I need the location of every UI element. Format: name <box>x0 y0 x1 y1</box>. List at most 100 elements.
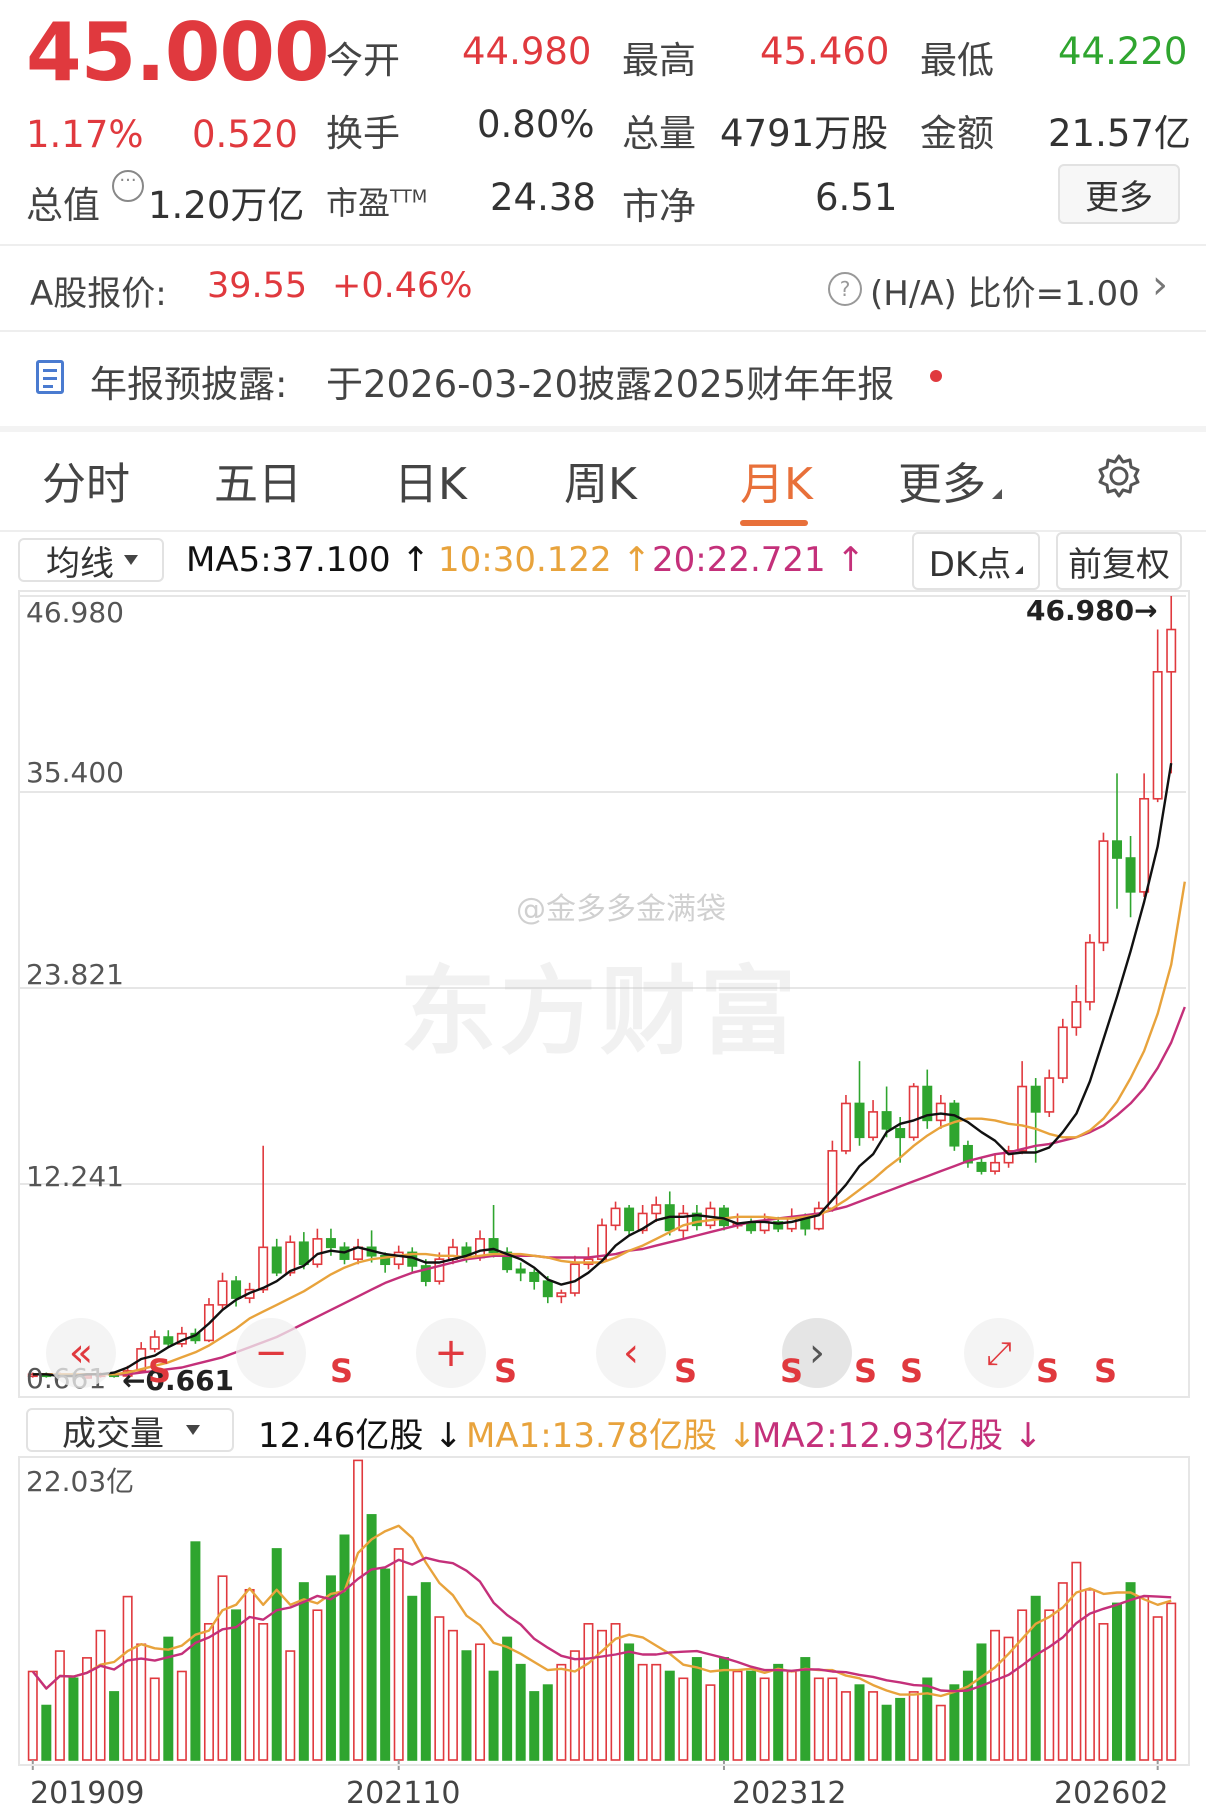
volume-bar <box>54 1650 65 1761</box>
pb-value: 6.51 <box>815 176 898 219</box>
candle-body <box>1017 1085 1028 1152</box>
volume-bar <box>596 1629 608 1761</box>
candle-body <box>1125 857 1136 893</box>
settings-gear-icon[interactable] <box>1095 452 1143 504</box>
sell-signal-marker: S <box>148 1352 172 1390</box>
last-price: 45.000 <box>26 6 330 99</box>
volume-bar <box>827 1677 838 1761</box>
left-arrow-icon: ← <box>122 1364 146 1397</box>
volume-bar <box>949 1684 960 1761</box>
volume-bar <box>258 1623 269 1761</box>
tab-more-label: 更多 <box>898 459 986 510</box>
price-axis-label: 35.400 <box>26 756 124 789</box>
volume-value: 4791万股 <box>720 112 889 155</box>
sell-signal-marker: S <box>1094 1352 1118 1390</box>
volume-bar <box>1084 1588 1095 1761</box>
ma10-line <box>32 881 1186 1376</box>
volume-bar <box>881 1704 892 1761</box>
volume-bar <box>1044 1609 1055 1761</box>
zoom-out-icon[interactable]: − <box>236 1318 306 1388</box>
adjustment-button[interactable]: 前复权 <box>1056 532 1182 590</box>
candle-body <box>908 1085 919 1139</box>
volume-chart-frame <box>18 1456 1190 1766</box>
zoom-in-icon[interactable]: + <box>416 1318 486 1388</box>
dk-point-button[interactable]: DK点 <box>912 532 1040 590</box>
active-tab-indicator <box>740 520 808 526</box>
tab-intraday[interactable]: 分时 <box>42 459 130 510</box>
up-arrow-icon: ↑ <box>836 540 866 580</box>
a-share-label: A股报价: <box>30 274 167 314</box>
amount-label: 金额 <box>920 112 994 155</box>
tab-daily-k[interactable]: 日K <box>394 459 467 510</box>
volume-bar <box>759 1677 770 1761</box>
indicator-select[interactable]: 均线 <box>18 538 164 584</box>
candle-body <box>1112 840 1123 859</box>
volume-indicator-select[interactable]: 成交量 <box>26 1408 234 1454</box>
volume-bar <box>1017 1609 1028 1761</box>
candle-body <box>1098 840 1109 944</box>
volume-bar <box>285 1650 296 1761</box>
volume-bar <box>1071 1561 1082 1761</box>
candle-body <box>596 1224 608 1260</box>
price-axis-label: 12.241 <box>26 1160 124 1193</box>
volume-bar <box>705 1684 716 1761</box>
candle-body <box>610 1207 621 1227</box>
volume-bar <box>353 1459 364 1761</box>
candle-body <box>529 1271 540 1282</box>
candle-body <box>542 1280 553 1298</box>
volume-bar <box>868 1691 879 1761</box>
candle-body <box>1166 628 1177 673</box>
chevron-right-icon[interactable]: › <box>1152 262 1168 308</box>
scroll-right-icon[interactable]: › <box>782 1318 852 1388</box>
candle-body <box>325 1238 336 1249</box>
ha-ratio[interactable]: (H/A) 比价=1.00 <box>870 274 1140 314</box>
change-percent: 1.17% <box>26 113 144 156</box>
dk-point-label: DK点 <box>928 544 1012 585</box>
sell-signal-marker: S <box>900 1352 924 1390</box>
volume-bar <box>380 1568 391 1761</box>
volume-bar <box>610 1623 621 1761</box>
fullscreen-icon[interactable]: ⤢ <box>964 1318 1034 1388</box>
candle-body <box>922 1085 933 1122</box>
min-price-marker: ←0.661 <box>122 1364 234 1397</box>
candle-body <box>1057 1026 1068 1079</box>
more-dots-icon[interactable]: ··· <box>112 170 144 202</box>
volume-bar <box>312 1609 323 1761</box>
volume-bar <box>1166 1602 1177 1761</box>
volume-bar <box>271 1548 282 1761</box>
open-value: 44.980 <box>462 30 592 73</box>
tab-five-day[interactable]: 五日 <box>214 459 302 510</box>
candle-body <box>962 1144 973 1164</box>
unread-dot <box>930 370 942 382</box>
candle-body <box>380 1254 391 1266</box>
annual-report-date[interactable]: 于2026-03-20披露2025财年年报 <box>326 363 895 406</box>
volume-bar <box>840 1691 851 1761</box>
volume-ma1-line <box>31 1524 1172 1698</box>
volume-bar <box>800 1657 811 1761</box>
more-button[interactable]: 更多 <box>1058 164 1180 224</box>
volume-ma1: MA1:13.78亿股 <box>466 1416 718 1456</box>
x-axis-label: 201909 <box>30 1776 145 1811</box>
tab-weekly-k[interactable]: 周K <box>564 459 637 510</box>
tab-more[interactable]: 更多 <box>898 448 1002 512</box>
ma20-readout: 20:22.721 ↑ <box>652 540 865 580</box>
low-label: 最低 <box>920 39 994 82</box>
volume-bar <box>298 1582 309 1761</box>
up-arrow-icon: ↑ <box>622 540 652 580</box>
candle-body <box>691 1212 702 1227</box>
scroll-left-icon[interactable]: ‹ <box>596 1318 666 1388</box>
volume-bar <box>556 1663 567 1761</box>
volume-bar <box>461 1650 472 1761</box>
volume-bar <box>651 1663 662 1761</box>
amount-value: 21.57亿 <box>1048 112 1191 155</box>
candle-body <box>298 1241 309 1266</box>
open-label: 今开 <box>326 39 400 82</box>
price-axis-label: 23.821 <box>26 958 124 991</box>
help-icon[interactable]: ? <box>828 272 862 306</box>
volume-bar <box>149 1677 160 1761</box>
volume-bar <box>217 1575 228 1761</box>
down-arrow-icon: ↓ <box>434 1416 463 1456</box>
tab-monthly-k[interactable]: 月K <box>740 459 813 510</box>
scroll-left-double-icon[interactable]: « <box>46 1318 116 1388</box>
